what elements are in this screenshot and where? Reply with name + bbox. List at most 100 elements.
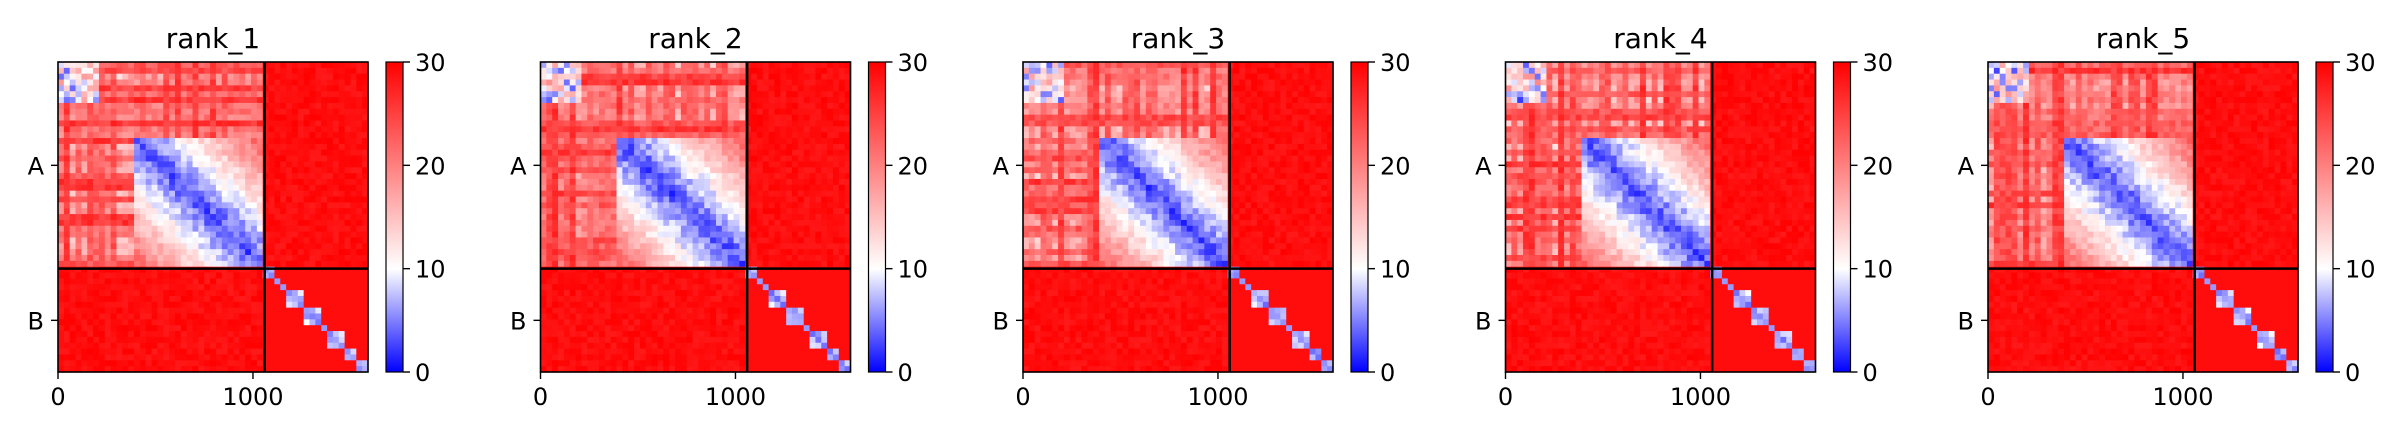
heatmap-cell xyxy=(169,313,176,320)
heatmap-cell xyxy=(844,266,852,274)
heatmap-cell xyxy=(616,266,623,274)
heatmap-cell xyxy=(675,102,682,110)
heatmap-cell xyxy=(587,284,594,291)
heatmap-cell xyxy=(739,67,746,75)
heatmap-cell xyxy=(145,325,153,332)
heatmap-cell xyxy=(552,249,559,256)
heatmap-cell xyxy=(145,214,153,221)
heatmap-cell xyxy=(762,231,770,239)
heatmap-cell xyxy=(256,97,264,104)
heatmap-cell xyxy=(634,243,641,250)
heatmap-cell xyxy=(134,73,141,81)
heatmap-cell xyxy=(110,360,118,367)
heatmap-cell xyxy=(239,114,246,122)
heatmap-cell xyxy=(362,260,369,268)
heatmap-cell xyxy=(134,62,141,69)
heatmap-cell xyxy=(698,138,705,145)
heatmap-cell xyxy=(110,208,118,215)
heatmap-cell xyxy=(204,255,211,262)
heatmap-cell xyxy=(157,73,164,81)
heatmap-cell xyxy=(751,284,758,291)
heatmap-cell xyxy=(593,214,600,221)
heatmap-cell xyxy=(552,266,559,274)
heatmap-cell xyxy=(616,173,623,180)
heatmap-cell xyxy=(81,360,88,367)
heatmap-cell xyxy=(245,249,252,256)
heatmap-cell xyxy=(616,97,623,104)
heatmap-cell xyxy=(756,108,764,116)
heatmap-cell xyxy=(598,161,606,168)
heatmap-cell xyxy=(274,313,281,320)
heatmap-cell xyxy=(122,190,129,198)
heatmap-cell xyxy=(268,260,276,268)
heatmap-cell xyxy=(309,284,316,291)
heatmap-cell xyxy=(192,366,199,373)
heatmap-cell xyxy=(192,219,199,227)
heatmap-cell xyxy=(710,190,717,198)
heatmap-cell xyxy=(715,196,723,203)
heatmap-cell xyxy=(581,155,588,163)
heatmap-cell xyxy=(233,278,240,285)
heatmap-cell xyxy=(169,190,176,198)
heatmap-cell xyxy=(104,208,112,215)
heatmap-cell xyxy=(75,366,82,373)
heatmap-cell xyxy=(87,67,94,75)
heatmap-cell xyxy=(815,266,822,274)
heatmap-cell xyxy=(338,325,346,332)
heatmap-cell xyxy=(268,190,276,198)
heatmap-cell xyxy=(745,143,752,151)
heatmap-cell xyxy=(827,173,834,180)
heatmap-cell xyxy=(227,284,235,291)
heatmap-cell xyxy=(104,295,112,303)
heatmap-cell xyxy=(98,126,106,133)
heatmap-cell xyxy=(344,73,352,81)
heatmap-cell xyxy=(569,126,577,133)
heatmap-cell xyxy=(104,184,112,192)
heatmap-cell xyxy=(315,178,322,186)
heatmap-cell xyxy=(303,132,311,139)
heatmap-cell xyxy=(81,91,88,98)
heatmap-cell xyxy=(344,354,352,361)
heatmap-cell xyxy=(669,272,676,280)
heatmap-cell xyxy=(145,62,153,69)
heatmap-cell xyxy=(762,108,770,116)
heatmap-cell xyxy=(350,184,357,192)
heatmap-cell xyxy=(169,120,176,127)
heatmap-cell xyxy=(756,260,764,268)
heatmap-cell xyxy=(593,290,600,297)
heatmap-cell xyxy=(610,91,618,98)
heatmap-cell xyxy=(362,366,369,373)
heatmap-cell xyxy=(87,102,94,110)
heatmap-cell xyxy=(128,219,135,227)
heatmap-cell xyxy=(350,190,357,198)
heatmap-cell xyxy=(739,190,746,198)
heatmap-cell xyxy=(69,325,77,332)
heatmap-cell xyxy=(604,114,612,122)
heatmap-cell xyxy=(116,161,123,168)
heatmap-cell xyxy=(558,272,565,280)
heatmap-cell xyxy=(745,214,752,221)
heatmap-cell xyxy=(58,360,65,367)
heatmap-cell xyxy=(116,102,123,110)
heatmap-cell xyxy=(768,260,776,268)
heatmap-cell xyxy=(546,138,553,145)
heatmap-cell xyxy=(245,79,252,86)
heatmap-cell xyxy=(821,155,828,163)
heatmap-cell xyxy=(803,97,811,104)
heatmap-cell xyxy=(651,208,659,215)
heatmap-cell xyxy=(116,214,123,221)
heatmap-cell xyxy=(81,342,88,350)
heatmap-cell xyxy=(262,225,270,233)
heatmap-cell xyxy=(198,214,205,221)
heatmap-cell xyxy=(98,366,106,373)
heatmap-cell xyxy=(186,225,194,233)
heatmap-cell xyxy=(756,120,764,127)
heatmap-cell xyxy=(210,196,217,203)
heatmap-cell xyxy=(350,272,357,280)
heatmap-cell xyxy=(315,126,322,133)
heatmap-cell xyxy=(721,225,729,233)
heatmap-cell xyxy=(93,249,100,256)
heatmap-cell xyxy=(104,284,112,291)
heatmap-cell xyxy=(81,237,88,244)
heatmap-cell xyxy=(774,161,781,168)
